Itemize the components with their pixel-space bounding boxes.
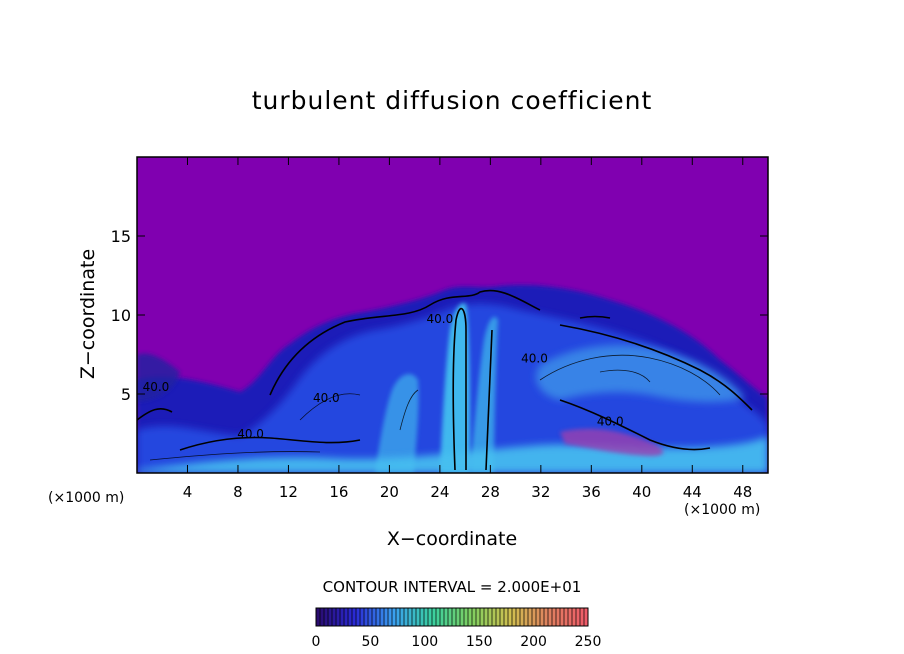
x-unit-right: (×1000 m) [684, 502, 761, 518]
x-tick-label: 20 [380, 483, 399, 501]
left-core-region [375, 374, 419, 473]
x-axis-label: X−coordinate [386, 528, 518, 550]
x-tick-label: 44 [683, 483, 702, 501]
x-tick-label: 40 [632, 483, 651, 501]
contour-lines-thin [149, 354, 721, 461]
colorbar [315, 607, 589, 627]
y-tick-label: 5 [121, 385, 131, 404]
lower-band-region [137, 436, 768, 473]
x-unit-left: (×1000 m) [48, 490, 125, 506]
x-tick-label: 28 [481, 483, 500, 501]
contour-label: 40.0 [237, 427, 264, 441]
colorbar-tick-label: 0 [311, 634, 321, 650]
heatmap-field [137, 157, 768, 473]
contour-label: 40.0 [313, 391, 340, 405]
colorbar-tick-label: 250 [574, 634, 602, 650]
x-tick-label: 16 [329, 483, 348, 501]
x-tick-label: 12 [279, 483, 298, 501]
y-axis-label: Z−coordinate [77, 248, 99, 380]
contour-interval-label: CONTOUR INTERVAL = 2.000E+01 [322, 578, 582, 596]
y-tick-label: 15 [111, 227, 131, 246]
x-tick-label: 8 [233, 483, 243, 501]
colorbar-tick-label: 100 [411, 634, 439, 650]
y-ticks: 5 10 15 [111, 227, 768, 404]
contour-lines [137, 289, 753, 471]
contour-label: 40.0 [597, 415, 624, 429]
chart-title: turbulent diffusion coefficient [251, 86, 653, 115]
x-tick-label: 24 [430, 483, 449, 501]
contour-label: 40.0 [427, 312, 454, 326]
x-ticks: 4 8 12 16 20 24 28 32 36 40 44 48 [183, 157, 752, 501]
colorbar-tick-label: 150 [465, 634, 493, 650]
x-tick-label: 32 [531, 483, 550, 501]
contour-label: 40.0 [143, 380, 170, 394]
colorbar-tick-label: 50 [361, 634, 380, 650]
magenta-pocket-region [560, 428, 664, 456]
left-turbulence-region [137, 353, 180, 402]
contour-label: 40.0 [521, 351, 548, 365]
x-tick-label: 48 [733, 483, 752, 501]
updraft-core-region [440, 303, 470, 473]
x-tick-label: 4 [183, 483, 193, 501]
colorbar-frame [315, 607, 589, 627]
colorbar-tick-label: 200 [520, 634, 547, 650]
y-tick-label: 10 [111, 306, 131, 325]
x-tick-label: 36 [582, 483, 601, 501]
contour-labels: 40.0 40.0 40.0 40.0 40.0 40.0 [143, 312, 624, 441]
